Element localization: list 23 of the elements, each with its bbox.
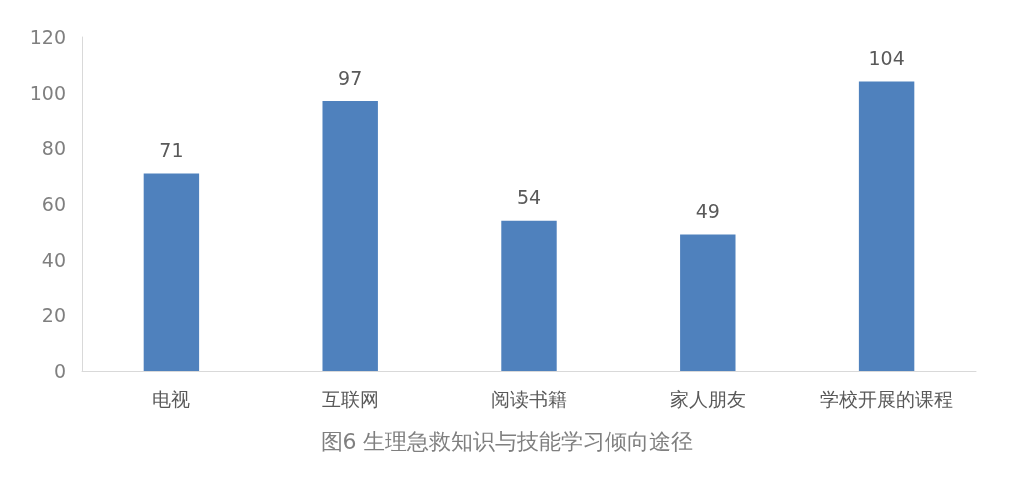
x-tick-label: 学校开展的课程 <box>820 387 954 410</box>
data-label: 104 <box>868 47 905 70</box>
data-label: 54 <box>516 186 542 209</box>
x-tick-label: 阅读书籍 <box>491 387 567 410</box>
bar <box>143 173 200 371</box>
bar <box>501 220 557 371</box>
y-tick-label: 60 <box>41 193 66 215</box>
x-tick-label: 家人朋友 <box>669 387 746 410</box>
y-tick-label: 120 <box>29 26 66 48</box>
y-tick-label: 0 <box>53 360 66 382</box>
bar <box>680 234 736 371</box>
data-label: 71 <box>159 138 184 161</box>
y-tick-label: 20 <box>41 304 66 327</box>
bar <box>322 101 378 371</box>
y-tick-label: 40 <box>41 248 66 271</box>
x-tick-label: 电视 <box>152 387 191 410</box>
y-tick-label: 100 <box>29 81 66 104</box>
x-tick-label: 互联网 <box>321 387 379 410</box>
text: 图6 生理急救知识与技能学习倾向途径 <box>320 428 694 454</box>
bar <box>858 81 915 371</box>
data-label: 49 <box>695 200 720 223</box>
y-tick-label: 80 <box>41 137 66 160</box>
data-label: 97 <box>338 66 363 89</box>
